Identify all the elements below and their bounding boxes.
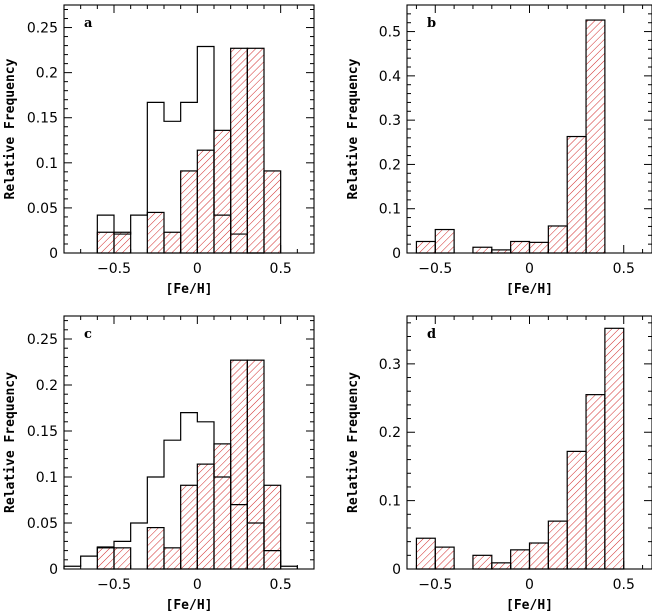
panel-b-frame: [406, 4, 652, 254]
panel-d-letter: d: [427, 327, 436, 342]
panel-b-hatched-bar-5: [510, 240, 531, 254]
panel-c-frame: [63, 315, 315, 570]
panel-d-hatched-bar-0: [415, 537, 436, 570]
panel-b-ytick-label: 0.4: [379, 69, 401, 85]
panel-a-ytick-label: 0.15: [27, 111, 58, 127]
panel-a: −0.5 0 0.5 0 0.05 0.1 0.15 0.2 0.25 [Fe/H] Relativ…: [3, 4, 315, 297]
panel-b-xtick-label: 0.5: [613, 261, 635, 277]
panel-a-ytick-label: 0.25: [27, 21, 58, 37]
panel-c-hatched-bar-8: [230, 359, 248, 570]
panel-c-letter: c: [84, 327, 92, 342]
panel-c-xtick-label: −0.5: [97, 577, 131, 593]
panel-d-hatched-bar-3: [472, 554, 493, 570]
panel-d-hatched-bar-10: [604, 327, 625, 570]
panel-a-outline-series: [96, 45, 264, 254]
panel-b-hatched-bar-6: [528, 241, 549, 254]
panel-a-ylabel: Relative Frequency: [3, 58, 18, 199]
panel-d-hatched-bar-7: [547, 520, 568, 570]
panel-d-hatched-bar-6: [528, 542, 549, 570]
panel-c: −0.5 0 0.5 0 0.05 0.1 0.15 0.2 0.25 [Fe/H] Relativ…: [3, 315, 315, 613]
panel-a-xtick-label: 0.5: [270, 261, 292, 277]
panel-b-xtick-label: 0: [525, 261, 534, 277]
panel-a-hatched-bar-7: [213, 129, 232, 254]
panel-a-ytick-label: 0.1: [36, 156, 58, 172]
panel-d-xtick-label: −0.5: [418, 577, 452, 593]
panel-b-ytick-label: 0: [392, 246, 401, 262]
panel-c-xtick-label: 0: [193, 577, 202, 593]
panel-a-ytick-label: 0.2: [36, 66, 58, 82]
panel-c-hatched-bar-10: [263, 484, 282, 570]
panel-c-ytick-label: 0.1: [36, 470, 58, 486]
panel-b-hatched-bar-7: [547, 225, 568, 254]
panel-c-hatched-bar-4: [163, 547, 182, 570]
panel-d-hatched-bar-9: [585, 394, 606, 570]
panel-c-ytick-label: 0.05: [27, 516, 58, 532]
panel-d-ytick-label: 0.1: [379, 494, 401, 510]
panel-b-hatched-bar-0: [415, 240, 436, 254]
panel-c-ylabel: Relative Frequency: [3, 372, 18, 513]
panel-b-xtick-label: −0.5: [418, 261, 452, 277]
panel-b-ytick-label: 0.3: [379, 113, 401, 129]
panel-c-ytick-label: 0: [49, 562, 58, 578]
panel-c-hatched-bar-5: [180, 484, 198, 570]
panel-a-hatched-bar-5: [180, 170, 198, 254]
panel-d-ylabel: Relative Frequency: [346, 372, 361, 513]
panel-d-hatched-bar-8: [566, 450, 587, 570]
panel-d-hatched-bar-5: [510, 549, 531, 570]
panel-c-hatched-bar-0: [96, 547, 115, 570]
panel-a-xtick-label: 0: [193, 261, 202, 277]
panel-a-hatched-bar-1: [113, 231, 132, 254]
panel-a-hatched-bar-8: [230, 47, 248, 254]
panel-d-hatched-bar-4: [491, 562, 512, 570]
panel-a-ytick-label: 0.05: [27, 201, 58, 217]
panel-a-xlabel: [Fe/H]: [166, 282, 213, 297]
panel-c-ytick-label: 0.2: [36, 378, 58, 394]
panel-d-xtick-label: 0.5: [613, 577, 635, 593]
panel-c-ytick-label: 0.25: [27, 332, 58, 348]
panel-a-hatched-bar-4: [163, 231, 182, 254]
panel-c-hatched-bar-9: [246, 359, 265, 570]
panel-b-ytick-label: 0.5: [379, 25, 401, 41]
panel-c-hatched-bar-7: [213, 443, 232, 570]
panel-d-ytick-label: 0.2: [379, 425, 401, 441]
panel-d-hatched-bar-1: [434, 546, 455, 570]
panel-c-hatched-bar-1: [113, 547, 132, 570]
panel-a-hatched-bar-3: [146, 211, 165, 254]
panel-c-xlabel: [Fe/H]: [166, 598, 213, 613]
panel-d-ytick-label: 0.3: [379, 357, 401, 373]
panel-b-ytick-label: 0.1: [379, 202, 401, 218]
panel-d-ytick-label: 0: [392, 562, 401, 578]
panel-c-hatched-bar-6: [196, 463, 215, 570]
panel-b-ytick-label: 0.2: [379, 157, 401, 173]
panel-a-hatched-bar-10: [263, 170, 282, 254]
panel-a-hatched-bar-9: [246, 47, 265, 254]
panel-d-xtick-label: 0: [525, 577, 534, 593]
panel-b-hatched-bar-8: [566, 135, 587, 254]
panel-b-xlabel: [Fe/H]: [506, 282, 553, 297]
panel-a-hatched-bar-0: [96, 231, 115, 254]
panel-d: −0.5 0 0.5 0 0.1 0.2 0.3 [Fe/H] Relative Frequen…: [346, 315, 652, 613]
panel-b-hatched-bar-3: [472, 246, 493, 254]
panel-c-ytick-label: 0.15: [27, 424, 58, 440]
panel-c-outline-series: [63, 412, 298, 569]
panel-b-hatched-bar-9: [585, 19, 606, 254]
panel-b: −0.5 0 0.5 0 0.1 0.2 0.3 0.4 0.5 [Fe/H] Relative F…: [346, 4, 652, 297]
panel-b-ylabel: Relative Frequency: [346, 58, 361, 199]
panel-b-hatched-bar-1: [434, 228, 455, 254]
panel-a-hatched-bar-6: [196, 149, 215, 254]
panel-a-frame: [63, 4, 315, 254]
panel-a-letter: a: [84, 16, 93, 31]
panel-d-xlabel: [Fe/H]: [506, 598, 553, 613]
panel-c-xtick-label: 0.5: [270, 577, 292, 593]
panel-c-hatched-bar-3: [146, 526, 165, 570]
panel-a-xtick-label: −0.5: [97, 261, 131, 277]
panel-b-letter: b: [427, 16, 436, 31]
panel-a-ytick-label: 0: [49, 246, 58, 262]
